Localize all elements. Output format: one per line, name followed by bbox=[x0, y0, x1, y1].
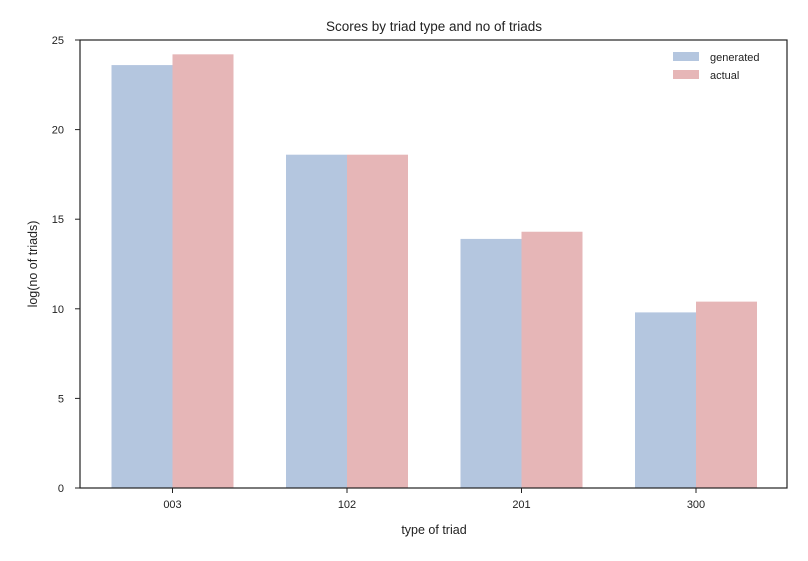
bar-generated-201 bbox=[460, 238, 522, 488]
legend: generated actual bbox=[673, 52, 760, 82]
bar-actual-300 bbox=[696, 301, 757, 488]
bar-actual-003 bbox=[172, 54, 234, 488]
bar-generated-102 bbox=[286, 154, 347, 489]
y-axis-ticks: 0 5 10 15 20 25 bbox=[52, 35, 80, 495]
y-tick-label: 20 bbox=[52, 125, 64, 137]
y-tick-label: 10 bbox=[52, 304, 64, 316]
x-tick-label: 300 bbox=[687, 499, 705, 511]
x-axis-ticks: 003 102 201 300 bbox=[163, 488, 705, 511]
legend-swatch-generated bbox=[673, 52, 699, 61]
legend-label-actual: actual bbox=[710, 70, 739, 82]
x-axis-label: type of triad bbox=[401, 523, 466, 537]
y-tick-label: 0 bbox=[58, 483, 64, 495]
y-tick-label: 15 bbox=[52, 214, 64, 226]
legend-swatch-actual bbox=[673, 70, 699, 79]
y-axis-label: log(no of triads) bbox=[26, 221, 40, 308]
x-tick-label: 102 bbox=[338, 499, 356, 511]
x-tick-label: 201 bbox=[512, 499, 530, 511]
y-tick-label: 5 bbox=[58, 393, 64, 405]
bar-actual-201 bbox=[521, 231, 583, 488]
bar-actual-102 bbox=[347, 154, 408, 489]
bar-generated-003 bbox=[111, 65, 173, 488]
y-tick-label: 25 bbox=[52, 35, 64, 47]
x-tick-label: 003 bbox=[163, 499, 181, 511]
legend-label-generated: generated bbox=[710, 52, 760, 64]
bar-generated-300 bbox=[635, 312, 696, 488]
chart-title: Scores by triad type and no of triads bbox=[326, 19, 542, 34]
plot-frame bbox=[79, 39, 788, 489]
bars bbox=[111, 54, 757, 489]
